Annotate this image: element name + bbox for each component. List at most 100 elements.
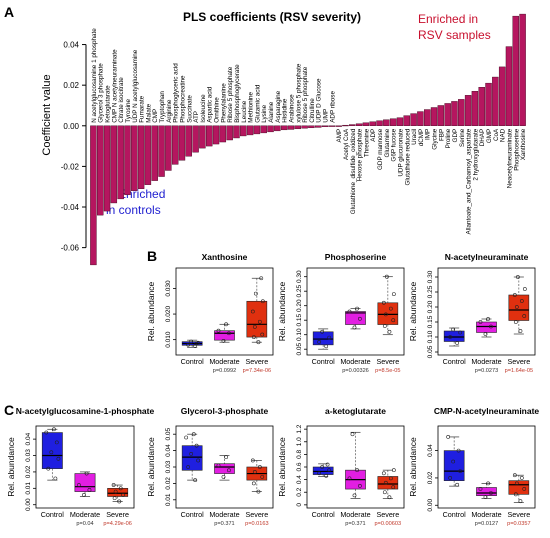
coefficient-bar: [253, 125, 261, 135]
coefficient-bar: [280, 125, 288, 131]
bar-label: Tryptophan: [159, 91, 166, 123]
boxplot-title: N-acetylneuraminate: [445, 252, 529, 262]
x-tick-label: Control: [443, 357, 467, 366]
data-point: [382, 490, 387, 495]
bar-label: Aspartic acid: [207, 86, 214, 123]
coefficient-bar: [110, 125, 118, 204]
coefficient-bar: [437, 105, 445, 126]
bar-label: GDP mannose: [377, 128, 384, 170]
y-tick-label: 0.15: [427, 315, 434, 328]
data-point: [522, 486, 527, 491]
coefficient-bar: [226, 125, 233, 141]
y-tick-label: 0: [296, 503, 303, 507]
y-tick-label: 0.03: [165, 460, 172, 473]
bar-label: Citrate isocitrate: [118, 77, 125, 123]
enriched-controls-line2: in controls: [106, 203, 161, 217]
coefficient-bar: [464, 95, 472, 126]
data-point: [113, 489, 118, 494]
data-point: [186, 342, 191, 347]
coefficient-bar: [192, 125, 199, 153]
bar-label: UMP: [323, 109, 330, 123]
bar-label: GMP: [486, 129, 493, 143]
coefficient-bar: [485, 82, 492, 126]
bar-label: NAD: [500, 128, 507, 142]
bar-label: DHAP: [479, 129, 486, 147]
y-tick-label: -0.04: [61, 203, 80, 212]
bar-label: Ketoglutarate: [105, 85, 112, 123]
data-point: [446, 435, 451, 439]
bar-label: Phenylalanine: [220, 83, 227, 123]
y-tick-label: 0.030: [165, 280, 172, 297]
bar-label: Neacetylneuraminate: [506, 128, 513, 188]
data-point: [46, 466, 51, 471]
coefficient-bar: [424, 109, 431, 126]
data-point: [252, 470, 257, 474]
y-tick-label: -0.02: [61, 162, 80, 171]
bar-label: Alanine: [268, 101, 275, 123]
data-point: [252, 324, 257, 329]
coefficient-bar: [294, 125, 301, 130]
data-point: [227, 331, 231, 336]
bar-label: IMP: [425, 129, 432, 140]
boxplot-n-acetylneuraminate: N-acetylneuraminate Rel. abundance 0.05 0.1…: [408, 252, 536, 374]
y-tick-label: 0.4: [296, 475, 303, 484]
data-point: [391, 485, 396, 490]
data-point: [381, 300, 386, 305]
data-point: [388, 476, 393, 481]
x-tick-label: Moderate: [70, 510, 100, 519]
data-point: [451, 327, 456, 332]
bar-label: UDP glucuronate: [397, 128, 404, 176]
data-point: [486, 481, 491, 486]
data-point: [259, 276, 264, 281]
data-point: [253, 291, 258, 296]
coefficient-bar: [471, 91, 479, 126]
y-tick-label: 0.10: [296, 328, 303, 341]
coefficient-bar: [199, 125, 206, 149]
coefficient-bar: [103, 125, 111, 212]
coefficient-bar: [233, 125, 240, 139]
box: [246, 300, 268, 338]
y-tick-label: 1.0: [296, 437, 303, 446]
data-point: [54, 440, 59, 445]
y-tick-label: 0.03: [25, 449, 32, 462]
coefficient-bar: [144, 125, 152, 185]
bar-label: Glutamic acid: [254, 84, 261, 123]
y-tick-label: 0.25: [427, 285, 434, 298]
coefficient-bar: [321, 125, 329, 127]
box: [181, 445, 203, 471]
bar-label: Xanthosine: [520, 128, 527, 160]
data-point: [388, 306, 393, 311]
data-point: [383, 480, 388, 485]
data-point: [194, 443, 199, 448]
y-tick-label: 0.2: [296, 487, 303, 496]
data-point: [224, 455, 229, 460]
coefficient-bar: [403, 115, 410, 126]
data-point: [260, 332, 265, 337]
data-point: [391, 292, 396, 297]
data-point: [391, 468, 396, 473]
data-point: [384, 274, 389, 279]
bar-label: N acetylglucosamine 1 phosphate: [91, 28, 98, 123]
p-value-label: p=0.00326: [342, 368, 369, 374]
p-value-label: p=0.00603: [375, 521, 402, 527]
bar-label: Tyrosine: [125, 98, 132, 122]
box: [214, 330, 235, 341]
data-point: [193, 478, 198, 483]
coefficient-bar: [240, 125, 247, 137]
data-point: [512, 473, 517, 478]
x-tick-label: Severe: [376, 510, 399, 519]
boxplot-glycerol-3-phosphate: Glycerol-3-phosphate Rel. abundance 0.01 0.…: [146, 406, 274, 527]
y-tick-label: 0.15: [296, 313, 303, 326]
data-point: [117, 499, 122, 504]
data-point: [522, 287, 527, 291]
bar-label: dCMP: [418, 129, 425, 147]
bar-label: Malate: [145, 103, 152, 122]
box: [377, 302, 399, 325]
x-tick-label: Severe: [245, 357, 268, 366]
y-axis-label: Rel. abundance: [408, 281, 418, 341]
enriched-rsv-line2: RSV samples: [418, 28, 491, 42]
data-point: [347, 309, 352, 314]
bar-label: 2 hydroxyglutarate: [472, 128, 479, 180]
data-point: [52, 427, 56, 432]
